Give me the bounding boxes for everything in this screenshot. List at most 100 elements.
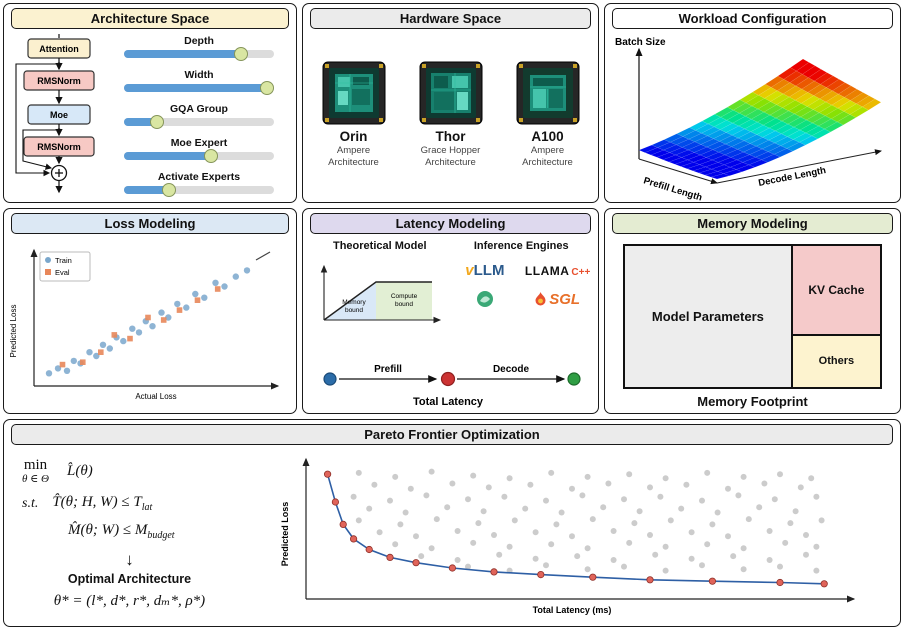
- slider-knob[interactable]: [150, 115, 164, 129]
- train-point: [93, 352, 100, 360]
- candidate-point: [709, 521, 716, 528]
- surface-cell: [669, 136, 690, 146]
- slider-depth: Depth: [118, 35, 280, 61]
- train-point: [165, 314, 172, 321]
- candidate-point: [454, 557, 461, 563]
- prefill-axis-label: Prefill Length: [642, 175, 703, 201]
- residual-bypass-line: [15, 63, 59, 177]
- train-point: [54, 365, 62, 372]
- candidate-point: [818, 517, 825, 524]
- candidate-point: [543, 562, 549, 569]
- train-point: [201, 294, 208, 301]
- candidate-point: [470, 472, 477, 479]
- candidate-point: [485, 484, 492, 491]
- slider-gqa-group: GQA Group: [118, 103, 280, 129]
- legend-train-label: Train: [55, 256, 72, 265]
- chip-card-orin: Orin Ampere Architecture: [309, 61, 399, 169]
- others-block: Others: [792, 335, 880, 387]
- slider-track[interactable]: [124, 47, 274, 61]
- candidate-point: [392, 541, 399, 548]
- candidate-point: [647, 484, 653, 491]
- candidate-point: [714, 509, 721, 516]
- candidate-point: [813, 567, 820, 574]
- candidate-point: [584, 473, 591, 480]
- candidate-point: [392, 473, 399, 480]
- architecture-sliders: Depth Width GQA Group Moe Expert Activate Ex…: [114, 33, 288, 198]
- candidate-point: [704, 541, 711, 548]
- candidate-point: [402, 509, 409, 516]
- eval-point: [59, 361, 66, 368]
- candidate-point: [688, 529, 695, 536]
- candidate-point: [813, 543, 820, 550]
- residual-bypass-line-2: [22, 129, 59, 170]
- eval-point: [194, 297, 201, 303]
- slider-track[interactable]: [124, 115, 274, 129]
- memory-bound-label: Memory: [342, 299, 366, 306]
- chip-architecture: Grace Hopper Architecture: [420, 144, 481, 168]
- legend-box: [39, 251, 91, 282]
- slider-fill: [124, 186, 169, 194]
- train-point: [63, 367, 71, 374]
- train-point: [120, 337, 127, 345]
- eval-point: [145, 314, 151, 321]
- surface-cell: [760, 154, 781, 163]
- surface-cell: [758, 87, 778, 99]
- slider-knob[interactable]: [162, 183, 176, 197]
- frontier-point: [708, 577, 716, 585]
- slider-knob[interactable]: [259, 81, 274, 95]
- candidate-point: [444, 504, 451, 511]
- slider-track[interactable]: [124, 81, 274, 95]
- slider-track[interactable]: [124, 149, 274, 163]
- train-point: [221, 283, 228, 290]
- frontier-point: [776, 578, 784, 587]
- candidate-point: [569, 485, 575, 492]
- y-axis-label: Predicted Loss: [280, 502, 290, 567]
- train-point: [106, 345, 114, 352]
- moe-label: Moe: [50, 110, 68, 120]
- frontier-point: [331, 498, 340, 506]
- slider-label: Moe Expert: [170, 137, 228, 149]
- candidate-point: [777, 471, 783, 478]
- surface-cell: [776, 96, 796, 109]
- memory-bound-label-2: bound: [345, 307, 363, 314]
- candidate-point: [355, 517, 362, 524]
- slider-track[interactable]: [124, 183, 274, 197]
- candidate-point: [797, 484, 804, 491]
- slider-label: Width: [184, 69, 214, 81]
- candidate-point: [740, 566, 747, 573]
- surface-cell: [638, 144, 659, 153]
- slider-knob[interactable]: [204, 149, 218, 163]
- slider-knob[interactable]: [233, 47, 248, 61]
- candidate-point: [704, 469, 711, 476]
- candidate-point: [745, 516, 752, 523]
- candidate-point: [688, 555, 695, 562]
- surface-cell: [856, 95, 876, 108]
- candidate-point: [662, 567, 669, 574]
- candidate-point: [740, 545, 747, 552]
- candidate-point: [532, 529, 539, 536]
- candidate-point: [777, 563, 783, 570]
- candidate-point: [605, 480, 612, 487]
- candidate-point: [579, 492, 586, 499]
- candidate-point: [553, 521, 560, 528]
- candidate-point: [756, 504, 763, 511]
- surface-cell: [710, 173, 731, 180]
- candidate-point: [657, 493, 664, 500]
- decode-label: Decode: [492, 364, 529, 375]
- candidate-point: [480, 508, 487, 515]
- panel-title-architecture-space: Architecture Space: [11, 8, 289, 29]
- memory-footprint-diagram: Model Parameters KV Cache Others: [623, 244, 882, 389]
- model-parameters-block: Model Parameters: [625, 246, 791, 387]
- kv-cache-block: KV Cache: [792, 246, 880, 334]
- theoretical-model-title: Theoretical Model: [332, 240, 427, 252]
- chip-name: Thor: [435, 128, 466, 144]
- candidate-point: [558, 509, 565, 516]
- candidate-point: [418, 553, 425, 560]
- candidate-point: [803, 551, 809, 558]
- loss-scatter-plot: Predicted Loss Actual Loss Train Eval: [9, 248, 280, 401]
- frontier-point: [589, 573, 597, 581]
- train-point: [70, 357, 78, 365]
- candidate-point: [730, 553, 737, 560]
- chip-name: Orin: [339, 128, 368, 144]
- candidate-point: [761, 480, 768, 487]
